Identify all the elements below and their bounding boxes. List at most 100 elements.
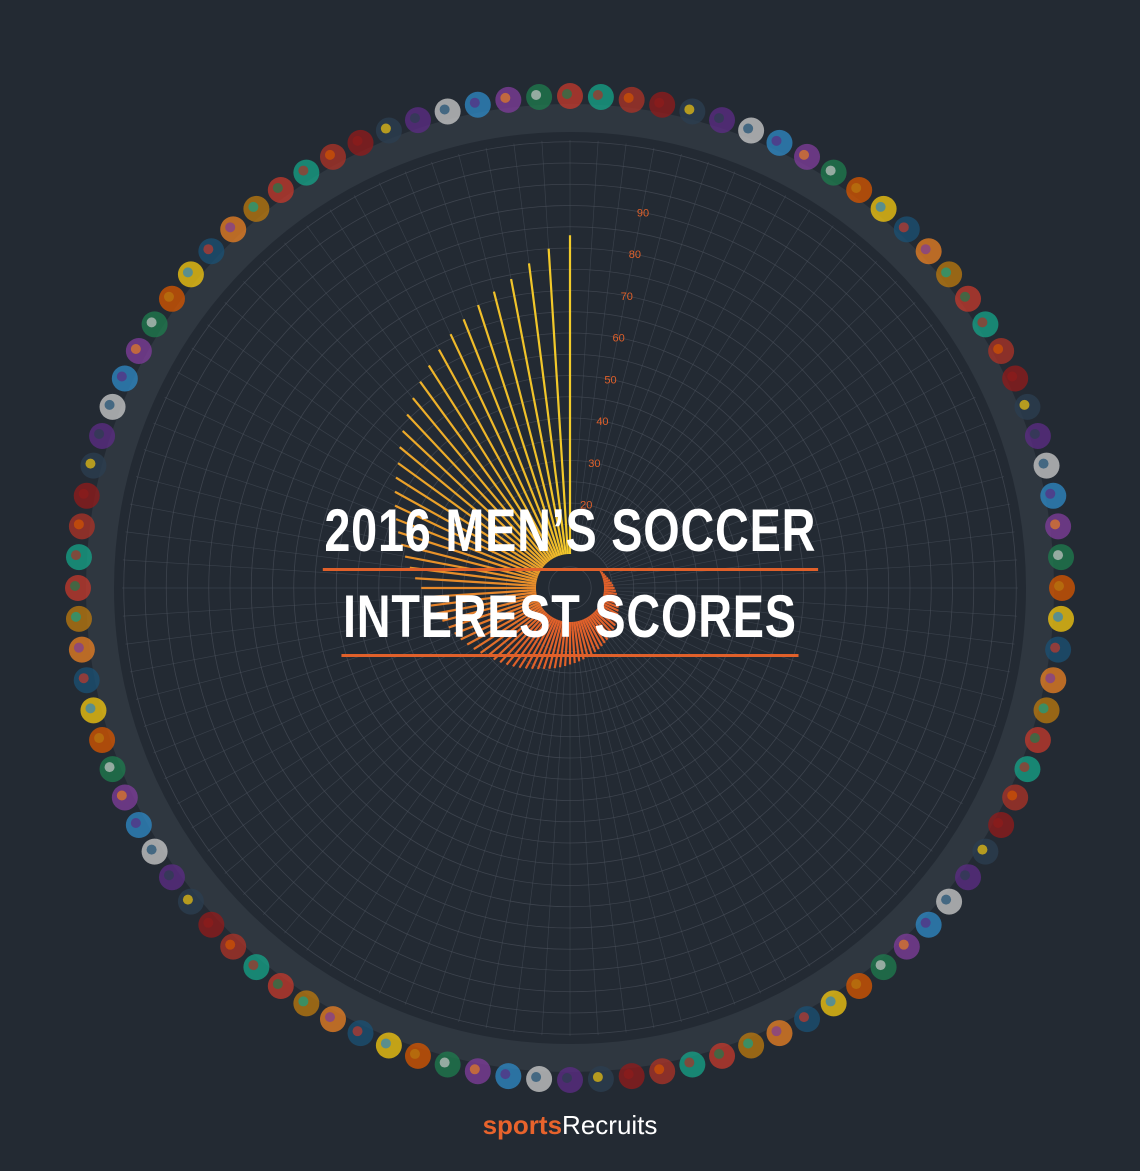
tick-label: 40 xyxy=(596,416,608,428)
grid-spoke xyxy=(458,629,560,1023)
team-logo-icon xyxy=(1040,482,1067,509)
bar xyxy=(553,621,565,669)
team-logo-icon xyxy=(65,605,92,632)
bar xyxy=(603,581,612,585)
bar xyxy=(436,593,537,615)
team-logo-icon xyxy=(141,311,168,338)
team-logo-icon xyxy=(220,216,247,243)
grid-spoke xyxy=(587,182,762,550)
bar xyxy=(601,597,619,605)
grid-spoke xyxy=(580,629,682,1023)
radial-tick-labels: 20 30 40 50 60 70 80 90 xyxy=(580,208,649,512)
team-logo-icon xyxy=(557,83,583,109)
team-logo-icon xyxy=(936,261,963,288)
team-logo-icon xyxy=(936,888,963,915)
team-logo-icon xyxy=(846,176,873,203)
grid-spoke xyxy=(600,281,897,560)
bar xyxy=(462,318,559,557)
grid-spoke xyxy=(600,616,897,895)
grid-spoke xyxy=(431,628,558,1015)
team-logo-icon xyxy=(495,1063,522,1090)
team-logo-icon xyxy=(618,1063,645,1090)
bar xyxy=(603,584,614,587)
grid-spoke xyxy=(602,302,916,562)
tick-label: 80 xyxy=(629,249,641,261)
bar xyxy=(437,349,555,559)
grid-spoke xyxy=(378,626,553,994)
bar xyxy=(479,607,544,654)
team-logo-icon xyxy=(820,159,847,186)
bar xyxy=(563,621,569,667)
team-logo-icon xyxy=(434,1051,461,1078)
grid-spoke xyxy=(353,625,550,981)
team-logo-icon xyxy=(846,973,873,1000)
team-logo-icon xyxy=(243,954,270,981)
team-logo-icon xyxy=(141,838,168,865)
bar xyxy=(415,577,537,587)
grid-spoke xyxy=(513,630,566,1033)
grid-spoke xyxy=(306,622,546,951)
grid-spoke xyxy=(598,618,877,915)
bar xyxy=(602,577,609,581)
grid-spoke xyxy=(605,610,949,829)
team-logo-icon xyxy=(158,864,185,891)
grid-spoke xyxy=(577,147,655,547)
bar xyxy=(581,619,597,653)
team-logo-icon xyxy=(1024,727,1051,754)
team-logo-icon xyxy=(1002,365,1029,392)
bar xyxy=(493,610,546,661)
team-logo-icon xyxy=(68,636,95,663)
bar xyxy=(527,263,567,555)
team-logo-icon xyxy=(915,911,942,938)
team-logo-icon xyxy=(972,838,999,865)
tick-label: 50 xyxy=(604,374,616,386)
team-logo-icon xyxy=(526,83,553,110)
team-logo-icon xyxy=(1024,422,1051,449)
bar xyxy=(448,597,539,629)
team-logo-icon xyxy=(1048,605,1075,632)
bar xyxy=(399,446,545,568)
bar xyxy=(427,364,553,560)
team-logo-icon xyxy=(1045,513,1072,540)
team-logo-icon xyxy=(158,285,185,312)
bar xyxy=(400,543,538,581)
team-logo-icon xyxy=(1045,636,1072,663)
team-logo-icon xyxy=(177,261,204,288)
grid-spoke xyxy=(598,261,877,558)
grid-spoke xyxy=(612,592,1015,645)
grid-spoke xyxy=(485,629,563,1029)
bar xyxy=(395,518,539,577)
team-logo-icon xyxy=(198,911,225,938)
bar xyxy=(412,397,550,563)
team-logo-icon xyxy=(679,1051,706,1078)
grid-spoke xyxy=(612,559,1018,586)
team-logo-icon xyxy=(972,311,999,338)
bar xyxy=(596,607,618,623)
bar xyxy=(394,490,541,573)
team-logo-icon xyxy=(319,1006,346,1033)
grid-spoke xyxy=(574,143,627,546)
grid-spoke xyxy=(605,347,949,566)
bar xyxy=(406,413,548,564)
bar xyxy=(583,618,600,650)
team-logo-icon xyxy=(89,422,116,449)
team-logo-icon xyxy=(988,812,1015,839)
team-logo-icon xyxy=(649,91,676,118)
grid-spoke xyxy=(592,623,811,967)
bar xyxy=(585,617,603,647)
tick-label: 70 xyxy=(621,291,633,303)
team-logo-icon xyxy=(464,1058,491,1085)
brand-part-recruits: Recruits xyxy=(562,1110,658,1140)
team-logo-icon xyxy=(65,544,92,571)
team-logo-icon xyxy=(1040,667,1067,694)
grid-spoke xyxy=(404,627,555,1005)
bar xyxy=(430,591,537,607)
team-logo-ring xyxy=(65,83,1075,1093)
bar xyxy=(425,589,537,599)
tick-label: 30 xyxy=(588,458,600,470)
team-logo-icon xyxy=(220,933,247,960)
team-logo-icon xyxy=(870,954,897,981)
bar xyxy=(473,605,542,650)
team-logo-icon xyxy=(99,756,126,783)
grid-spoke xyxy=(604,324,933,564)
